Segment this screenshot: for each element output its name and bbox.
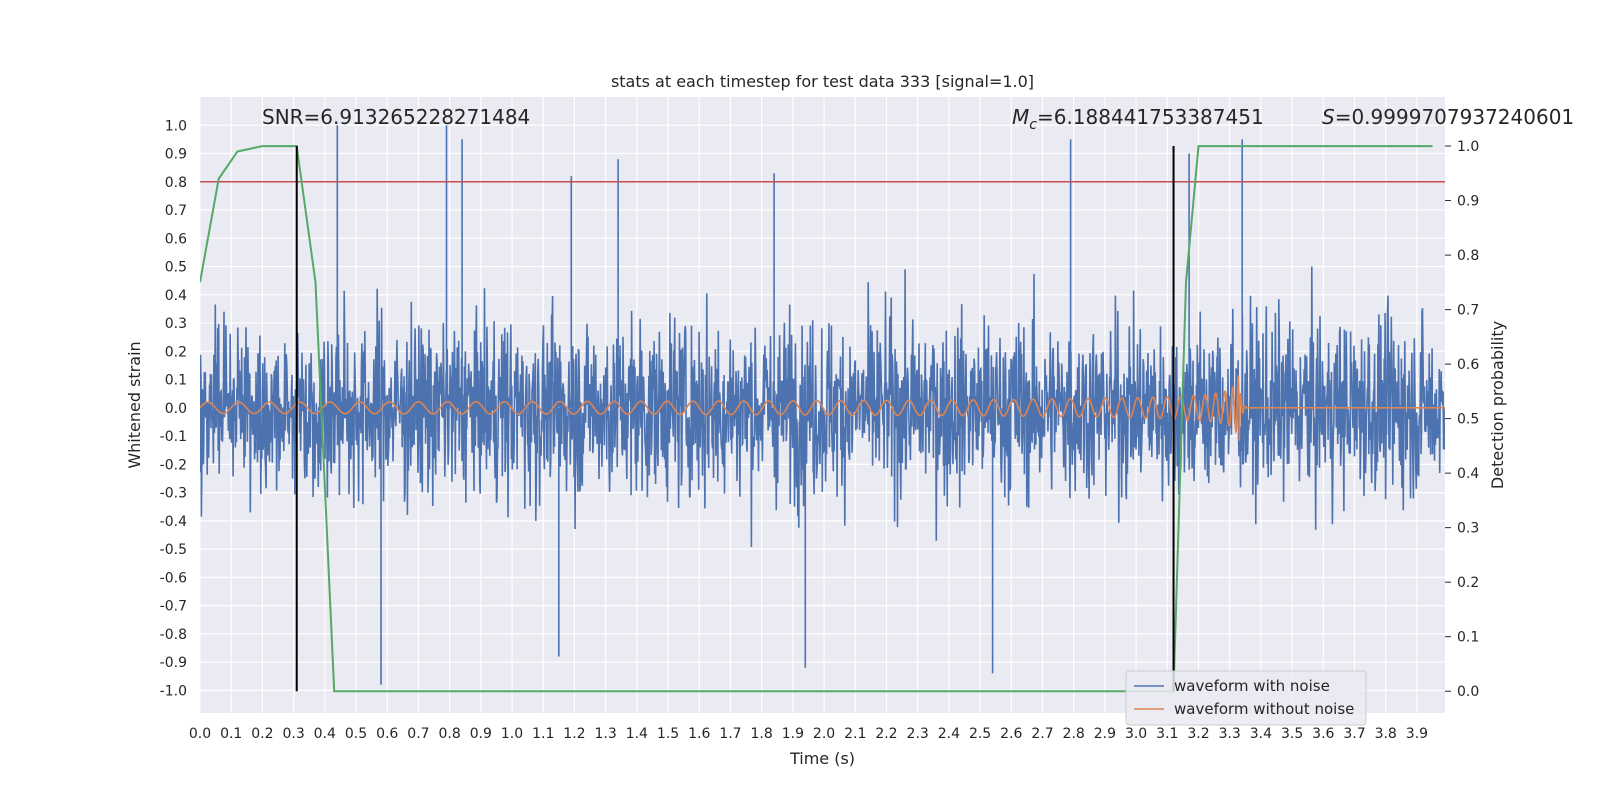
x-tick-label: 2.9 bbox=[1094, 726, 1116, 742]
snr-annotation: SNR=6.913265228271484 bbox=[262, 105, 530, 129]
right-y-axis-ticks: 1.0 0.9 0.8 0.7 0.6 0.5 0.4 0.3 0.2 0.1 0.0 bbox=[1445, 139, 1479, 700]
y-tick-label: 0.5 bbox=[165, 260, 187, 276]
x-tick-label: 0.3 bbox=[282, 726, 304, 742]
x-tick-label: 1.7 bbox=[719, 726, 741, 742]
y-tick-label: 0.0 bbox=[165, 401, 187, 417]
s-annotation: S=0.9999707937240601 bbox=[1322, 105, 1574, 129]
x-tick-label: 2.5 bbox=[969, 726, 991, 742]
right-y-tick-label: 0.1 bbox=[1457, 630, 1479, 646]
y-tick-label: 0.8 bbox=[165, 175, 187, 191]
y-tick-label: -0.1 bbox=[160, 429, 187, 445]
x-tick-label: 0.9 bbox=[470, 726, 492, 742]
x-tick-label: 2.3 bbox=[907, 726, 929, 742]
y-tick-label: -0.6 bbox=[160, 570, 187, 586]
chirp-mass-symbol: M bbox=[1012, 105, 1029, 129]
x-tick-label: 1.2 bbox=[563, 726, 585, 742]
x-tick-label: 0.8 bbox=[438, 726, 460, 742]
x-tick-label: 0.5 bbox=[345, 726, 367, 742]
chirp-mass-subscript: c bbox=[1029, 117, 1037, 133]
chart-title: stats at each timestep for test data 333… bbox=[611, 72, 1034, 91]
y-tick-label: 0.7 bbox=[165, 203, 187, 219]
right-y-tick-label: 0.5 bbox=[1457, 412, 1479, 428]
x-tick-label: 2.2 bbox=[875, 726, 897, 742]
x-tick-label: 0.0 bbox=[189, 726, 211, 742]
x-tick-label: 2.6 bbox=[1000, 726, 1022, 742]
x-tick-label: 0.2 bbox=[251, 726, 273, 742]
y-tick-label: 0.6 bbox=[165, 231, 187, 247]
legend: waveform with noise waveform without noi… bbox=[1125, 670, 1367, 726]
x-tick-label: 1.8 bbox=[751, 726, 773, 742]
x-tick-label: 1.5 bbox=[657, 726, 679, 742]
y-tick-label: -0.2 bbox=[160, 457, 187, 473]
chirp-mass-annotation: Mc=6.188441753387451 bbox=[1012, 105, 1264, 133]
x-axis-ticks: 0.0 0.1 0.2 0.3 0.4 0.5 0.6 0.7 0.8 0.9 1.0 1.1 1.2 1… bbox=[189, 726, 1428, 742]
legend-label-clean: waveform without noise bbox=[1174, 700, 1354, 718]
y-tick-label: -0.9 bbox=[160, 655, 187, 671]
series-detection-probability bbox=[200, 145, 1433, 693]
x-tick-label: 3.5 bbox=[1281, 726, 1303, 742]
right-y-tick-label: 1.0 bbox=[1457, 139, 1479, 155]
x-tick-label: 0.1 bbox=[220, 726, 242, 742]
right-y-tick-label: 0.6 bbox=[1457, 357, 1479, 373]
x-tick-label: 1.6 bbox=[688, 726, 710, 742]
y-tick-label: 0.3 bbox=[165, 316, 187, 332]
s-symbol: S bbox=[1322, 105, 1335, 129]
x-tick-label: 3.0 bbox=[1125, 726, 1147, 742]
x-tick-label: 2.8 bbox=[1063, 726, 1085, 742]
x-tick-label: 0.6 bbox=[376, 726, 398, 742]
series-waveform-without-noise bbox=[200, 375, 1445, 441]
s-value: =0.9999707937240601 bbox=[1335, 105, 1574, 129]
x-tick-label: 0.4 bbox=[314, 726, 336, 742]
legend-label-noise: waveform with noise bbox=[1174, 677, 1330, 695]
x-tick-label: 2.1 bbox=[844, 726, 866, 742]
right-y-tick-label: 0.0 bbox=[1457, 684, 1479, 700]
y-tick-label: 0.1 bbox=[165, 373, 187, 389]
x-tick-label: 3.7 bbox=[1343, 726, 1365, 742]
x-tick-label: 3.1 bbox=[1156, 726, 1178, 742]
y-tick-label: 1.0 bbox=[165, 118, 187, 134]
x-tick-label: 1.9 bbox=[782, 726, 804, 742]
right-y-tick-label: 0.7 bbox=[1457, 303, 1479, 319]
x-tick-label: 3.2 bbox=[1187, 726, 1209, 742]
x-tick-label: 3.8 bbox=[1375, 726, 1397, 742]
right-y-tick-label: 0.4 bbox=[1457, 466, 1479, 482]
x-axis-label: Time (s) bbox=[789, 749, 855, 768]
y-tick-label: -0.5 bbox=[160, 542, 187, 558]
y-tick-label: -0.3 bbox=[160, 486, 187, 502]
x-tick-label: 1.1 bbox=[532, 726, 554, 742]
marker-vlines bbox=[295, 146, 1175, 692]
y-tick-label: -0.8 bbox=[160, 627, 187, 643]
x-tick-label: 1.0 bbox=[501, 726, 523, 742]
x-tick-label: 3.3 bbox=[1219, 726, 1241, 742]
x-tick-label: 2.4 bbox=[938, 726, 960, 742]
y-axis-label: Whitened strain bbox=[125, 341, 144, 468]
right-y-tick-label: 0.2 bbox=[1457, 575, 1479, 591]
x-tick-label: 1.3 bbox=[595, 726, 617, 742]
y-tick-label: -0.4 bbox=[160, 514, 187, 530]
y-tick-label: 0.2 bbox=[165, 344, 187, 360]
x-tick-label: 2.0 bbox=[813, 726, 835, 742]
right-y-tick-label: 0.3 bbox=[1457, 521, 1479, 537]
x-tick-label: 3.4 bbox=[1250, 726, 1272, 742]
plot-series bbox=[200, 125, 1445, 693]
x-tick-label: 3.9 bbox=[1406, 726, 1428, 742]
y-tick-label: -1.0 bbox=[160, 683, 187, 699]
y-tick-label: 0.4 bbox=[165, 288, 187, 304]
chirp-mass-value: =6.188441753387451 bbox=[1037, 105, 1264, 129]
x-tick-label: 3.6 bbox=[1312, 726, 1334, 742]
right-y-tick-label: 0.8 bbox=[1457, 248, 1479, 264]
y-axis-ticks: 1.0 0.9 0.8 0.7 0.6 0.5 0.4 0.3 0.2 0.1 0.0 -0.1 -0.… bbox=[160, 118, 187, 699]
x-tick-label: 1.4 bbox=[626, 726, 648, 742]
right-y-tick-label: 0.9 bbox=[1457, 194, 1479, 210]
x-tick-label: 0.7 bbox=[407, 726, 429, 742]
right-y-axis-label: Detection probability bbox=[1488, 321, 1507, 489]
y-tick-label: 0.9 bbox=[165, 147, 187, 163]
legend-box bbox=[1125, 670, 1367, 726]
x-tick-label: 2.7 bbox=[1031, 726, 1053, 742]
series-waveform-with-noise bbox=[200, 125, 1445, 685]
y-tick-label: -0.7 bbox=[160, 599, 187, 615]
